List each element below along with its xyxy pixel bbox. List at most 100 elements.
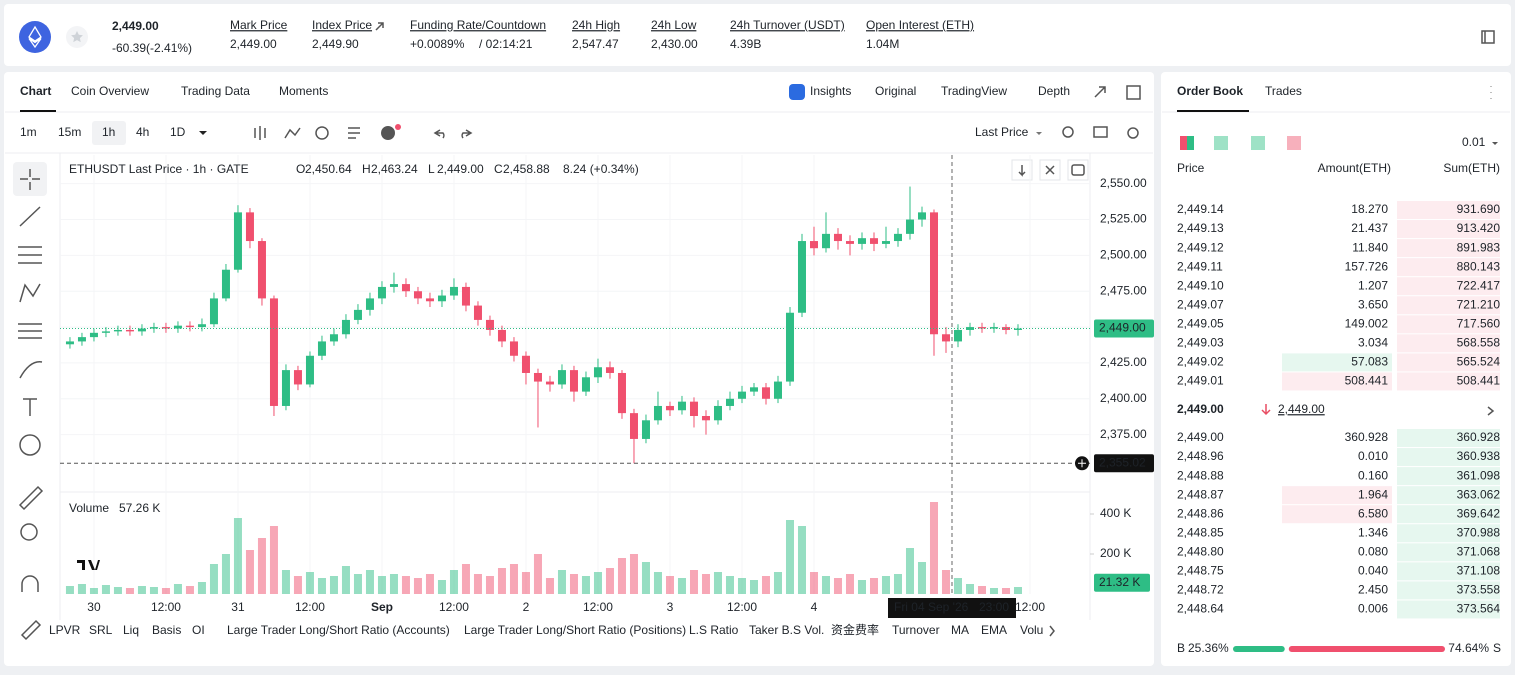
tool-selected[interactable] bbox=[13, 162, 47, 196]
stat-value: 2,430.00 bbox=[651, 37, 698, 51]
candle-type[interactable] bbox=[254, 126, 266, 140]
indicator-tab[interactable]: Volu bbox=[1020, 623, 1043, 637]
book-price[interactable]: 2,449.11 bbox=[1177, 259, 1223, 273]
candle-body bbox=[641, 420, 650, 439]
tab[interactable]: Trading Data bbox=[181, 84, 250, 98]
tab[interactable]: Chart bbox=[20, 84, 51, 98]
book-price[interactable]: 2,449.02 bbox=[1177, 355, 1224, 369]
add-indicator[interactable] bbox=[381, 126, 395, 140]
book-price[interactable]: 2,448.96 bbox=[1177, 449, 1224, 463]
book-price[interactable]: 2,449.07 bbox=[1177, 297, 1224, 311]
chart-buttons[interactable] bbox=[1011, 159, 1089, 181]
fit[interactable] bbox=[1071, 164, 1085, 176]
book-price[interactable]: 2,448.88 bbox=[1177, 468, 1224, 482]
settings[interactable] bbox=[1127, 127, 1139, 139]
scroll-end[interactable] bbox=[1018, 165, 1026, 177]
book-price[interactable]: 2,449.13 bbox=[1177, 221, 1224, 235]
view-tab[interactable]: Depth bbox=[1038, 84, 1070, 98]
book-price[interactable]: 2,449.00 bbox=[1177, 430, 1224, 444]
indicator-tab[interactable]: EMA bbox=[981, 623, 1007, 637]
indicator-tab[interactable]: MA bbox=[951, 623, 969, 637]
pencil-tool[interactable] bbox=[20, 619, 42, 641]
book-price[interactable]: 2,448.87 bbox=[1177, 487, 1224, 501]
book-price[interactable]: 2,448.64 bbox=[1177, 602, 1224, 616]
snapshot[interactable] bbox=[1093, 126, 1108, 138]
book-mode[interactable] bbox=[1180, 136, 1187, 150]
interval[interactable]: 1D bbox=[170, 125, 186, 139]
layout-icon[interactable] bbox=[1481, 30, 1495, 44]
book-mode[interactable] bbox=[1251, 136, 1265, 150]
x-tick-label: 12:00 bbox=[295, 600, 325, 614]
y-tick-label: 2,500.00 bbox=[1100, 248, 1147, 262]
book-price[interactable]: 2,449.14 bbox=[1177, 202, 1224, 216]
price-type[interactable]: Last Price bbox=[975, 125, 1029, 139]
indicator-tab[interactable]: Large Trader Long/Short Ratio (Positions… bbox=[464, 623, 686, 637]
expand[interactable] bbox=[1487, 406, 1495, 416]
book-price[interactable]: 2,449.01 bbox=[1177, 374, 1224, 388]
book-mode[interactable] bbox=[1287, 136, 1301, 150]
book-price[interactable]: 2,449.12 bbox=[1177, 240, 1224, 254]
volume-last-label: 21.32 K bbox=[1099, 575, 1140, 589]
zoom-tool[interactable] bbox=[20, 523, 38, 541]
tab[interactable]: Coin Overview bbox=[71, 84, 149, 98]
book-price[interactable]: 2,448.80 bbox=[1177, 544, 1224, 558]
interval[interactable]: 1m bbox=[20, 125, 37, 139]
tab[interactable]: Moments bbox=[279, 84, 328, 98]
line-tool[interactable] bbox=[19, 206, 41, 227]
ruler-tool[interactable] bbox=[18, 485, 44, 511]
collapse[interactable] bbox=[1045, 165, 1055, 175]
maximize[interactable] bbox=[1126, 85, 1141, 100]
indicator-tab[interactable]: Basis bbox=[152, 623, 181, 637]
fullscreen[interactable] bbox=[1094, 86, 1106, 98]
candle-body bbox=[953, 329, 962, 342]
book-price[interactable]: 2,448.75 bbox=[1177, 564, 1224, 578]
templates[interactable] bbox=[348, 127, 360, 139]
undo[interactable] bbox=[433, 129, 445, 139]
crosshair-tool[interactable] bbox=[20, 169, 40, 190]
brush-tool[interactable] bbox=[19, 361, 43, 379]
book-price[interactable]: 2,448.85 bbox=[1177, 525, 1224, 539]
view-tab[interactable]: Insights bbox=[810, 84, 851, 98]
book-sum: 931.690 bbox=[1457, 202, 1501, 216]
redo[interactable] bbox=[461, 129, 473, 139]
indicator-tab[interactable]: LPVR bbox=[49, 623, 81, 637]
fib-tool[interactable] bbox=[18, 323, 42, 339]
book-price[interactable]: 2,448.72 bbox=[1177, 583, 1224, 597]
indicator-tab[interactable]: L.S Ratio bbox=[689, 623, 739, 637]
refresh[interactable] bbox=[315, 126, 329, 140]
book-price[interactable]: 2,449.05 bbox=[1177, 316, 1224, 330]
channel-tool[interactable] bbox=[18, 246, 42, 264]
interval[interactable]: 15m bbox=[58, 125, 81, 139]
pattern-tool[interactable] bbox=[19, 283, 41, 303]
indicators[interactable] bbox=[284, 127, 301, 139]
book-mode[interactable] bbox=[1214, 136, 1228, 150]
indicator-tab[interactable]: OI bbox=[192, 623, 205, 637]
book-tab[interactable]: Order Book bbox=[1177, 84, 1243, 98]
book-price[interactable]: 2,449.03 bbox=[1177, 336, 1224, 350]
view-tab[interactable]: TradingView bbox=[941, 84, 1007, 98]
volume-bar bbox=[581, 576, 590, 594]
candle-body bbox=[569, 370, 578, 392]
book-price[interactable]: 2,448.86 bbox=[1177, 506, 1224, 520]
interval[interactable]: 4h bbox=[136, 125, 149, 139]
indicator-tab[interactable]: Turnover bbox=[892, 623, 940, 637]
dropdown bbox=[1492, 142, 1498, 145]
emoji-tool[interactable] bbox=[19, 434, 41, 456]
sell-bar bbox=[1288, 646, 1445, 652]
magnet-tool[interactable] bbox=[21, 575, 39, 592]
book-mode[interactable] bbox=[1187, 136, 1194, 150]
depth-bar bbox=[1397, 448, 1500, 467]
indicator-tab[interactable]: 资金费率 bbox=[831, 622, 879, 637]
book-price[interactable]: 2,449.10 bbox=[1177, 278, 1224, 292]
interval[interactable]: 1h bbox=[102, 125, 115, 139]
search[interactable] bbox=[1062, 126, 1074, 138]
book-tab[interactable]: Trades bbox=[1265, 84, 1302, 98]
indicator-tab[interactable]: SRL bbox=[89, 623, 113, 637]
indicator-tab[interactable]: Large Trader Long/Short Ratio (Accounts) bbox=[227, 623, 450, 637]
precision[interactable]: 0.01 bbox=[1462, 135, 1486, 149]
indicator-tab[interactable]: Taker B.S Vol. bbox=[749, 623, 824, 637]
text-tool[interactable] bbox=[23, 398, 37, 416]
view-tab[interactable]: Original bbox=[875, 84, 916, 98]
scroll-right bbox=[1049, 625, 1055, 637]
indicator-tab[interactable]: Liq bbox=[123, 623, 139, 637]
